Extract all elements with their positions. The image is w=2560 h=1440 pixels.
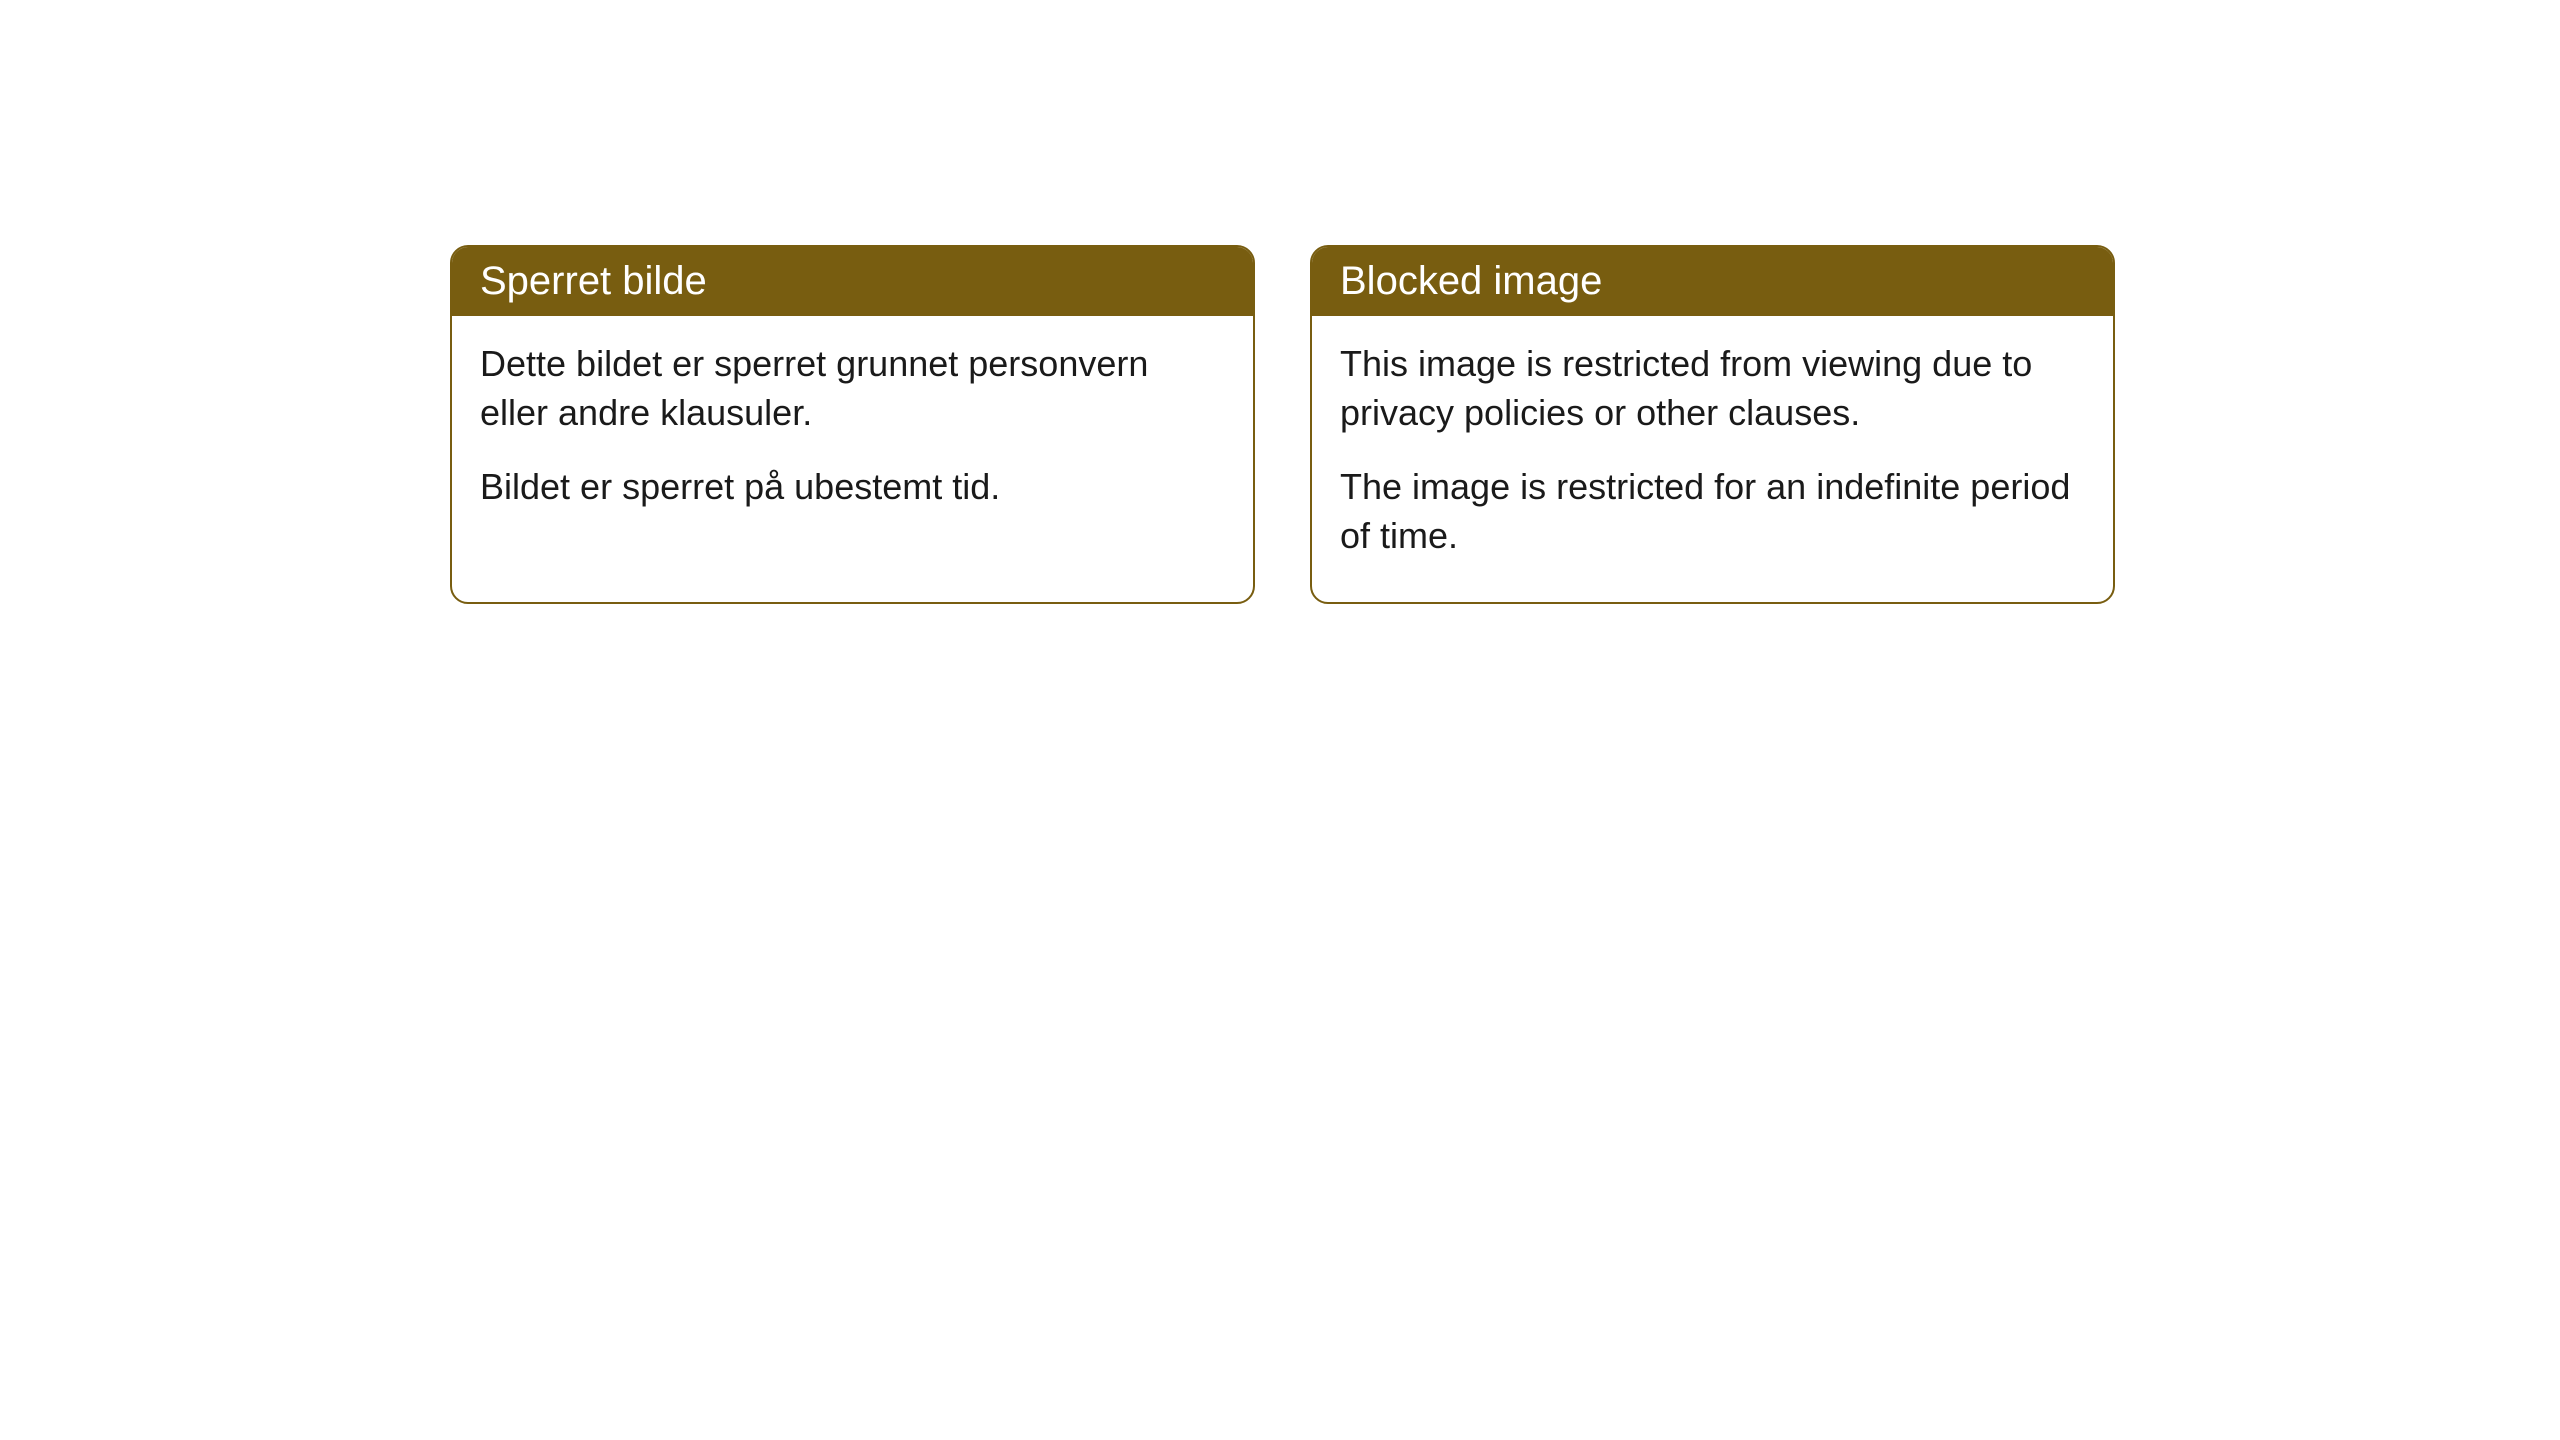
card-header-english: Blocked image xyxy=(1312,247,2113,316)
card-paragraph: Bildet er sperret på ubestemt tid. xyxy=(480,463,1225,512)
card-english: Blocked image This image is restricted f… xyxy=(1310,245,2115,604)
card-paragraph: Dette bildet er sperret grunnet personve… xyxy=(480,340,1225,437)
cards-container: Sperret bilde Dette bildet er sperret gr… xyxy=(450,245,2115,604)
card-header-norwegian: Sperret bilde xyxy=(452,247,1253,316)
card-body-norwegian: Dette bildet er sperret grunnet personve… xyxy=(452,316,1253,554)
card-paragraph: The image is restricted for an indefinit… xyxy=(1340,463,2085,560)
card-body-english: This image is restricted from viewing du… xyxy=(1312,316,2113,602)
card-norwegian: Sperret bilde Dette bildet er sperret gr… xyxy=(450,245,1255,604)
card-paragraph: This image is restricted from viewing du… xyxy=(1340,340,2085,437)
